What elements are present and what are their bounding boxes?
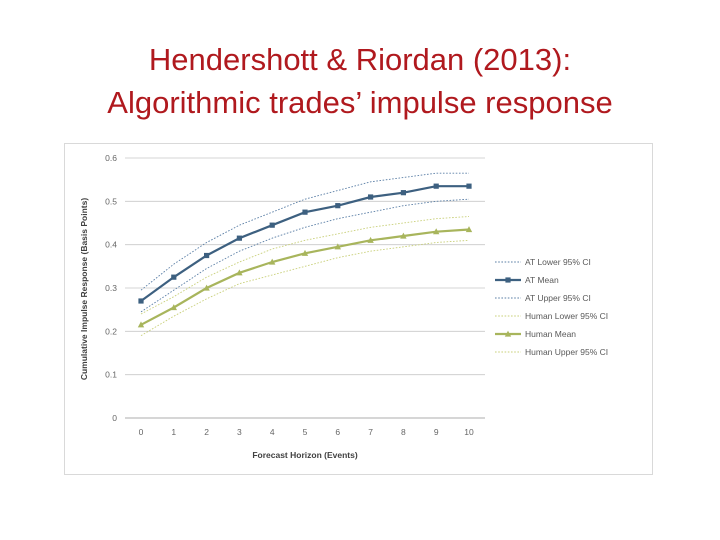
legend: AT Lower 95% CI AT Mean AT Upper 95% CI Hum… <box>495 257 608 357</box>
x-tick-label: 0 <box>139 427 144 437</box>
legend-square-marker <box>505 277 511 283</box>
slide-title-line-2: Algorithmic trades’ impulse response <box>107 85 613 120</box>
y-tick-label: 0.6 <box>105 153 117 163</box>
series-line <box>140 172 469 291</box>
x-tick-label: 8 <box>401 427 406 437</box>
legend-label: Human Lower 95% CI <box>525 311 608 321</box>
y-tick-label: 0.5 <box>105 196 117 206</box>
square-marker <box>204 252 210 259</box>
triangle-marker <box>269 258 276 265</box>
legend-label: AT Upper 95% CI <box>525 293 591 303</box>
triangle-marker <box>301 249 309 256</box>
triangle-marker <box>400 232 407 239</box>
legend-triangle-marker <box>504 330 512 337</box>
chart-figure: 0 0.1 0.2 0.3 0.4 0.5 0.6 0 1 2 3 4 5 6 7 8 9 10 AT Lower… <box>64 143 653 475</box>
series-line <box>140 198 470 313</box>
slide-title: Hendershott & Riordan (2013): Algorithmi… <box>0 38 720 124</box>
series-line <box>140 228 470 326</box>
series-line <box>140 185 469 302</box>
triangle-marker <box>433 228 440 235</box>
triangle-marker <box>170 304 177 311</box>
square-marker <box>466 183 472 189</box>
square-marker <box>236 235 242 241</box>
slide-title-line-1: Hendershott & Riordan (2013): <box>148 42 572 77</box>
square-marker <box>269 222 275 228</box>
x-tick-label: 6 <box>335 427 340 437</box>
gridlines <box>125 157 485 419</box>
x-tick-label: 4 <box>270 427 275 437</box>
x-tick-label: 1 <box>171 427 176 437</box>
series-markers <box>137 183 473 328</box>
series-line <box>140 216 470 315</box>
axes: 0 0.1 0.2 0.3 0.4 0.5 0.6 0 1 2 3 4 5 6 7 8 9 10 <box>105 153 485 437</box>
legend-label: Human Upper 95% CI <box>525 347 608 357</box>
square-marker <box>171 274 177 280</box>
x-axis-title: Forecast Horizon (Events) <box>252 450 357 460</box>
legend-label: AT Mean <box>525 275 559 285</box>
triangle-marker <box>137 321 145 328</box>
impulse-response-chart: 0 0.1 0.2 0.3 0.4 0.5 0.6 0 1 2 3 4 5 6 7 8 9 10 AT Lower… <box>79 153 608 460</box>
x-tick-label: 10 <box>464 427 474 437</box>
legend-label: AT Lower 95% CI <box>525 257 591 267</box>
triangle-marker <box>367 236 374 243</box>
y-tick-label: 0.2 <box>105 326 117 336</box>
square-marker <box>138 298 144 304</box>
x-tick-label: 3 <box>237 427 242 437</box>
x-tick-label: 5 <box>303 427 308 437</box>
square-marker <box>368 194 374 200</box>
series-line <box>140 239 470 337</box>
square-marker <box>400 190 406 196</box>
legend-label: Human Mean <box>525 329 576 339</box>
y-axis-title: Cumulative Impulse Response (Basis Point… <box>79 198 89 380</box>
y-tick-label: 0.4 <box>105 240 117 250</box>
x-tick-label: 7 <box>368 427 373 437</box>
square-marker <box>302 209 308 215</box>
triangle-marker <box>203 284 210 291</box>
x-tick-label: 9 <box>434 427 439 437</box>
x-tick-label: 2 <box>204 427 209 437</box>
y-tick-label: 0.3 <box>105 283 117 293</box>
square-marker <box>335 203 341 209</box>
y-tick-label: 0 <box>112 413 117 423</box>
square-marker <box>433 183 439 189</box>
triangle-marker <box>334 243 341 250</box>
triangle-marker <box>236 269 243 276</box>
triangle-marker <box>465 226 473 233</box>
y-tick-label: 0.1 <box>105 370 117 380</box>
